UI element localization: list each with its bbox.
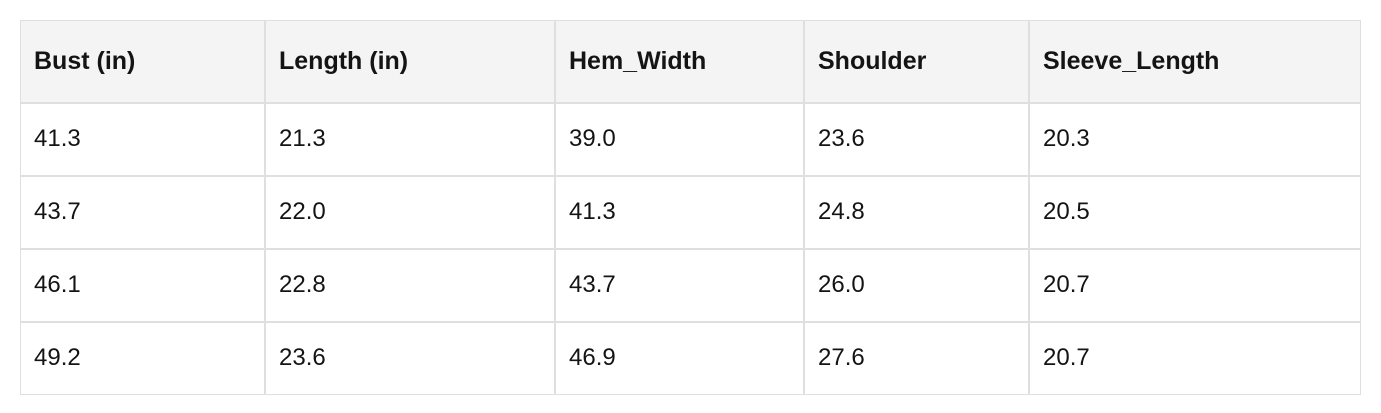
table-row: 41.3 21.3 39.0 23.6 20.3 xyxy=(20,103,1361,176)
cell-hem-width: 46.9 xyxy=(555,322,804,395)
cell-sleeve-length: 20.7 xyxy=(1029,249,1361,322)
column-header-hem-width[interactable]: Hem_Width xyxy=(555,20,804,103)
table-row: 46.1 22.8 43.7 26.0 20.7 xyxy=(20,249,1361,322)
cell-length: 23.6 xyxy=(265,322,555,395)
column-header-sleeve-length[interactable]: Sleeve_Length xyxy=(1029,20,1361,103)
cell-hem-width: 39.0 xyxy=(555,103,804,176)
cell-length: 21.3 xyxy=(265,103,555,176)
measurements-table-container: Bust (in) Length (in) Hem_Width Shoulder… xyxy=(20,20,1361,395)
table-row: 43.7 22.0 41.3 24.8 20.5 xyxy=(20,176,1361,249)
column-header-bust[interactable]: Bust (in) xyxy=(20,20,265,103)
cell-bust: 41.3 xyxy=(20,103,265,176)
column-header-shoulder[interactable]: Shoulder xyxy=(804,20,1029,103)
cell-sleeve-length: 20.3 xyxy=(1029,103,1361,176)
table-header: Bust (in) Length (in) Hem_Width Shoulder… xyxy=(20,20,1361,103)
cell-sleeve-length: 20.7 xyxy=(1029,322,1361,395)
cell-length: 22.0 xyxy=(265,176,555,249)
table-row: 49.2 23.6 46.9 27.6 20.7 xyxy=(20,322,1361,395)
cell-shoulder: 26.0 xyxy=(804,249,1029,322)
column-header-length[interactable]: Length (in) xyxy=(265,20,555,103)
cell-shoulder: 27.6 xyxy=(804,322,1029,395)
cell-hem-width: 43.7 xyxy=(555,249,804,322)
cell-bust: 46.1 xyxy=(20,249,265,322)
cell-bust: 43.7 xyxy=(20,176,265,249)
table-body: 41.3 21.3 39.0 23.6 20.3 43.7 22.0 41.3 … xyxy=(20,103,1361,395)
cell-sleeve-length: 20.5 xyxy=(1029,176,1361,249)
table-header-row: Bust (in) Length (in) Hem_Width Shoulder… xyxy=(20,20,1361,103)
cell-hem-width: 41.3 xyxy=(555,176,804,249)
cell-shoulder: 23.6 xyxy=(804,103,1029,176)
cell-bust: 49.2 xyxy=(20,322,265,395)
cell-shoulder: 24.8 xyxy=(804,176,1029,249)
measurements-table: Bust (in) Length (in) Hem_Width Shoulder… xyxy=(20,20,1361,395)
cell-length: 22.8 xyxy=(265,249,555,322)
